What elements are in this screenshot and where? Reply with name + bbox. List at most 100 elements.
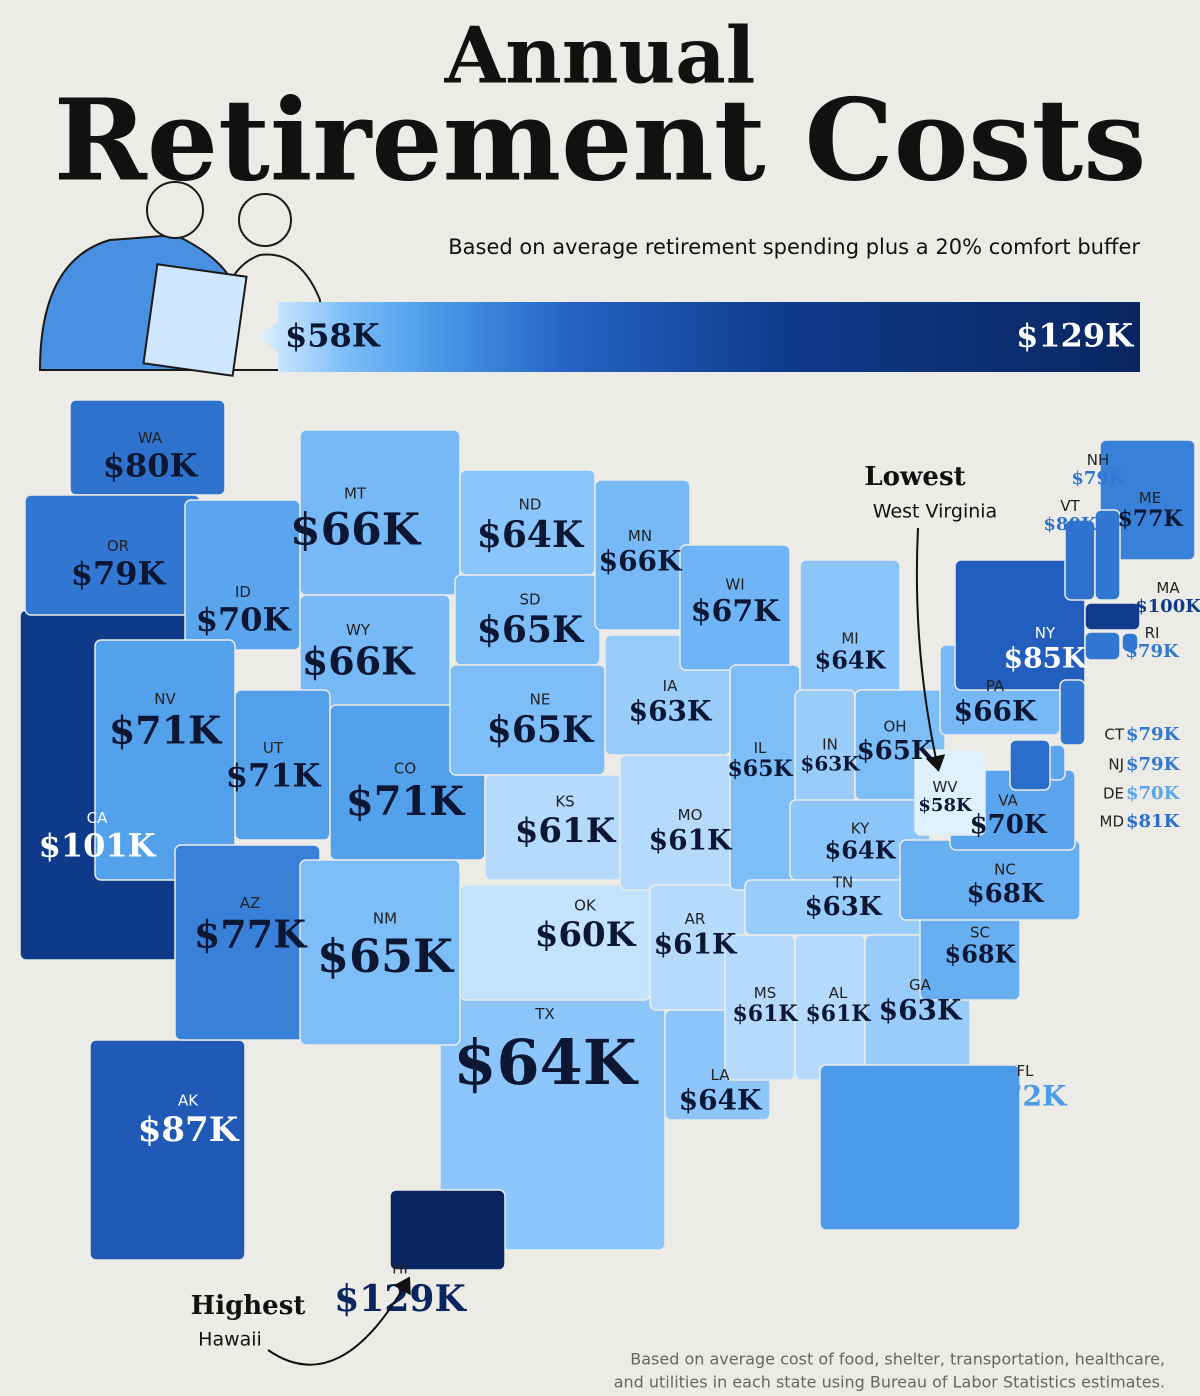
- state-value: $79K: [1126, 724, 1181, 745]
- title-line1: Annual: [444, 11, 756, 102]
- state-value: $65K: [487, 709, 595, 751]
- state-abbr: AR: [685, 910, 706, 928]
- state-value: $66K: [302, 639, 416, 684]
- state-abbr: CT: [1104, 726, 1124, 744]
- state-abbr: RI: [1145, 624, 1160, 642]
- state-abbr: PA: [986, 677, 1005, 695]
- state-abbr: NC: [994, 861, 1016, 879]
- state-value: $81K: [1126, 811, 1181, 832]
- state-value: $64K: [825, 836, 897, 865]
- state-abbr: IN: [822, 736, 838, 754]
- state-abbr: MI: [841, 629, 858, 647]
- state-value: $80K: [1043, 514, 1098, 535]
- lowest-state: West Virginia: [873, 501, 997, 523]
- state-value: $72K: [984, 1080, 1068, 1113]
- state-abbr: WY: [346, 621, 371, 639]
- state-abbr: VA: [998, 792, 1018, 810]
- state-abbr: KY: [851, 819, 870, 837]
- state-abbr: AZ: [240, 894, 261, 912]
- state-abbr: FL: [1017, 1062, 1035, 1080]
- state-value: $70K: [970, 810, 1048, 840]
- lowest-arrow: [915, 527, 946, 772]
- state-abbr: WV: [932, 778, 958, 796]
- state: [1094, 509, 1121, 601]
- state-abbr: WI: [725, 576, 744, 594]
- state-abbr: MA: [1156, 579, 1180, 597]
- state-abbr: LA: [711, 1066, 731, 1084]
- state-value: $79K: [71, 555, 167, 593]
- state-value: $65K: [727, 756, 793, 782]
- state-value: $71K: [226, 757, 322, 795]
- state-value: $68K: [967, 879, 1045, 909]
- state-abbr: OK: [574, 896, 597, 914]
- state-value: $61K: [515, 811, 617, 851]
- state-value: $61K: [805, 1001, 871, 1027]
- state-value: $68K: [945, 940, 1017, 969]
- footnote-line: and utilities in each state using Bureau…: [614, 1373, 1165, 1392]
- subtitle: Based on average retirement spending plu…: [448, 235, 1140, 259]
- state-value: $77K: [1117, 506, 1183, 532]
- state-abbr: MO: [678, 806, 703, 824]
- state-abbr: TX: [534, 1005, 554, 1023]
- state-value: $64K: [679, 1084, 763, 1117]
- illustration: [38, 181, 321, 377]
- state-value: $64K: [477, 514, 585, 556]
- state-abbr: GA: [909, 976, 932, 994]
- legend-min-label: $58K: [285, 317, 381, 355]
- state: [184, 499, 301, 651]
- state-value: $61K: [732, 1001, 798, 1027]
- state-value: $63K: [800, 752, 860, 776]
- state-value: $63K: [879, 994, 963, 1027]
- state-value: $63K: [629, 695, 713, 728]
- highest-arrow: [267, 1276, 411, 1366]
- state-value: $85K: [1004, 642, 1088, 675]
- state-abbr: NV: [154, 690, 176, 708]
- state-abbr: HI: [392, 1260, 408, 1278]
- state-abbr: MN: [628, 527, 652, 545]
- state-value: $70K: [1126, 783, 1181, 804]
- state-value: $60K: [535, 915, 637, 955]
- state-abbr: IA: [663, 677, 678, 695]
- legend-max-label: $129K: [1016, 317, 1134, 355]
- state-value: $65K: [857, 736, 935, 766]
- state-value: $67K: [691, 594, 781, 629]
- state-abbr: ME: [1139, 489, 1161, 507]
- lowest-heading: Lowest: [864, 462, 965, 492]
- state-value: $61K: [649, 824, 733, 857]
- state-abbr: NE: [530, 691, 551, 709]
- highest-heading: Highest: [191, 1291, 306, 1321]
- state-abbr: AK: [178, 1091, 199, 1109]
- state-value: $70K: [196, 601, 292, 639]
- state-value: $64K: [453, 1026, 638, 1099]
- state-value: $79K: [1125, 641, 1180, 662]
- state-value: $58K: [918, 795, 973, 816]
- state-abbr: KS: [555, 792, 574, 810]
- state-value: $87K: [138, 1110, 240, 1150]
- title-line2: Retirement Costs: [54, 75, 1147, 206]
- state-abbr: NH: [1087, 451, 1110, 469]
- state-abbr: SC: [970, 923, 990, 941]
- state-value: $79K: [1071, 468, 1126, 489]
- state-abbr: MS: [754, 984, 776, 1002]
- state-value: $65K: [477, 609, 585, 651]
- state-abbr: TN: [832, 874, 853, 892]
- state-abbr: MD: [1100, 813, 1125, 831]
- state-value: $100K: [1135, 596, 1200, 617]
- state-abbr: WA: [138, 429, 163, 447]
- state-abbr: ND: [519, 496, 542, 514]
- state-abbr: CA: [87, 809, 108, 827]
- state-abbr: SD: [519, 591, 540, 609]
- state-value: $79K: [1126, 754, 1181, 775]
- state: [1084, 631, 1121, 661]
- state: [1121, 632, 1139, 653]
- states: [19, 399, 1196, 1271]
- state-value: $71K: [109, 708, 223, 753]
- state-abbr: AL: [829, 984, 848, 1002]
- state: [1084, 602, 1141, 631]
- state-abbr: UT: [263, 739, 284, 757]
- state-value: $129K: [334, 1278, 467, 1320]
- state: [1009, 739, 1051, 791]
- state-value: $66K: [599, 545, 683, 578]
- legend: $58K $129K: [258, 302, 1140, 372]
